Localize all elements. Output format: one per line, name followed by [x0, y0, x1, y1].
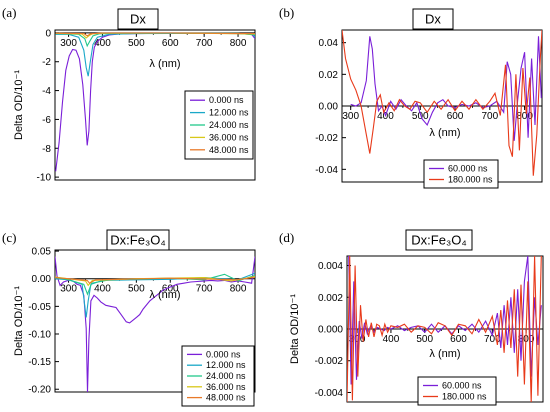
x-axis-title: λ (nm)	[429, 127, 460, 139]
chart-title-box	[106, 229, 170, 251]
y-tick-label: -0.20	[28, 385, 51, 396]
x-tick-label: 600	[162, 38, 179, 49]
y-tick-label: -0.02	[315, 133, 338, 144]
legend-label: 180.000 ns	[448, 175, 493, 185]
x-tick-label: 600	[450, 334, 467, 345]
y-tick-label: -10	[37, 173, 52, 184]
y-tick-label: -0.10	[28, 329, 51, 340]
series-line-180-000-ns	[342, 30, 542, 176]
legend-box	[184, 90, 254, 160]
chart-title-box	[117, 8, 159, 30]
x-tick-label: 300	[60, 284, 77, 295]
x-tick-label: 500	[416, 334, 433, 345]
y-tick-label: -0.004	[315, 388, 344, 399]
legend-label: 48.000 ns	[206, 393, 246, 403]
legend-label: 60.000 ns	[442, 381, 482, 391]
chart-title: Dx	[425, 12, 441, 27]
legend-label: 36.000 ns	[206, 382, 246, 392]
y-tick-label: -6	[42, 115, 51, 126]
panel-letter: (c)	[2, 230, 16, 245]
x-tick-label: 500	[412, 111, 429, 122]
chart-panel-1: 300 400 500 600 700 800 0 -2 -4 -6 -8 -10 λ (nm) Delt…	[2, 5, 256, 184]
series-line-48-000-ns	[55, 32, 255, 37]
series-line-180-000-ns	[347, 256, 542, 402]
y-axis-title: Delta OD/10⁻¹	[13, 70, 25, 140]
y-tick-label: -2	[42, 57, 51, 68]
x-tick-label: 800	[230, 38, 247, 49]
series-line-48-000-ns	[55, 276, 255, 284]
y-tick-label: 0.04	[319, 38, 339, 49]
y-tick-label: 0.002	[318, 293, 343, 304]
x-tick-label: 700	[484, 334, 501, 345]
y-tick-label: -0.04	[315, 165, 338, 176]
legend-label: 12.000 ns	[206, 360, 246, 370]
chart-panel-2: 300 400 500 600 700 8000.040.020.00-0.02-0.04…	[279, 5, 543, 189]
x-tick-label: 800	[230, 284, 247, 295]
figure-panels: 300 400 500 600 700 800 0 -2 -4 -6 -8 -10 λ (nm) Delt…	[2, 5, 544, 407]
chart-panel-3: 300 400 500 600 700 800 0.05 0.00 -0.05 -0.10 -0.1…	[2, 229, 256, 407]
legend-label: 12.000 ns	[209, 108, 249, 118]
x-tick-label: 300	[342, 111, 359, 122]
series-line-60-000-ns	[350, 36, 542, 141]
x-tick-label: 400	[94, 284, 111, 295]
x-tick-label: 500	[128, 284, 145, 295]
legend-box	[417, 376, 497, 406]
x-axis-title: λ (nm)	[149, 58, 180, 70]
legend-label: 48.000 ns	[209, 145, 249, 155]
x-tick-label: 700	[196, 38, 213, 49]
panel-letter: (a)	[2, 5, 16, 20]
y-axis-title: Delta OD/10⁻¹	[289, 294, 301, 364]
y-tick-label: 0.00	[32, 274, 52, 285]
legend-label: 0.000 ns	[206, 349, 241, 359]
chart-title: Dx:Fe₃O₄	[411, 233, 466, 248]
y-tick-label: -0.05	[28, 302, 51, 313]
y-tick-label: 0.00	[319, 102, 339, 113]
chart-title-box	[412, 8, 454, 30]
y-tick-label: -4	[42, 86, 51, 97]
chart-title-box	[405, 229, 473, 251]
legend-label: 60.000 ns	[448, 164, 488, 174]
legend-label: 24.000 ns	[209, 120, 249, 130]
plot-frame	[54, 29, 256, 181]
legend-box	[423, 159, 499, 189]
x-tick-label: 600	[447, 111, 464, 122]
y-tick-label: 0	[45, 28, 51, 39]
x-tick-label: 600	[162, 284, 179, 295]
y-tick-label: 0.000	[318, 325, 343, 336]
y-tick-label: -0.002	[315, 356, 344, 367]
y-tick-label: -0.15	[28, 357, 51, 368]
y-tick-label: -8	[42, 144, 51, 155]
x-axis-title: λ (nm)	[149, 289, 180, 301]
x-tick-label: 800	[516, 111, 533, 122]
y-axis-title: Delta OD/10⁻¹	[13, 286, 25, 356]
y-tick-label: 0.004	[318, 261, 343, 272]
x-tick-label: 300	[60, 38, 77, 49]
legend-label: 24.000 ns	[206, 371, 246, 381]
panel-letter: (b)	[279, 5, 294, 20]
x-axis-title: λ (nm)	[429, 348, 460, 360]
chart-title: Dx:Fe₃O₄	[110, 233, 165, 248]
x-tick-label: 400	[94, 38, 111, 49]
chart-panel-4: 300 400 500 600 700 8000.0040.0020.000-0.002-…	[279, 229, 544, 406]
legend-label: 180.000 ns	[442, 392, 487, 402]
legend-label: 36.000 ns	[209, 132, 249, 142]
legend-label: 0.000 ns	[209, 95, 244, 105]
chart-title: Dx	[130, 12, 146, 27]
x-tick-label: 400	[383, 334, 400, 345]
y-tick-label: 0.02	[319, 70, 339, 81]
panel-letter: (d)	[279, 230, 294, 245]
series-line-0-000-ns	[55, 256, 255, 392]
x-tick-label: 500	[128, 38, 145, 49]
y-tick-label: 0.05	[32, 247, 52, 258]
x-tick-label: 700	[481, 111, 498, 122]
x-tick-label: 700	[196, 284, 213, 295]
